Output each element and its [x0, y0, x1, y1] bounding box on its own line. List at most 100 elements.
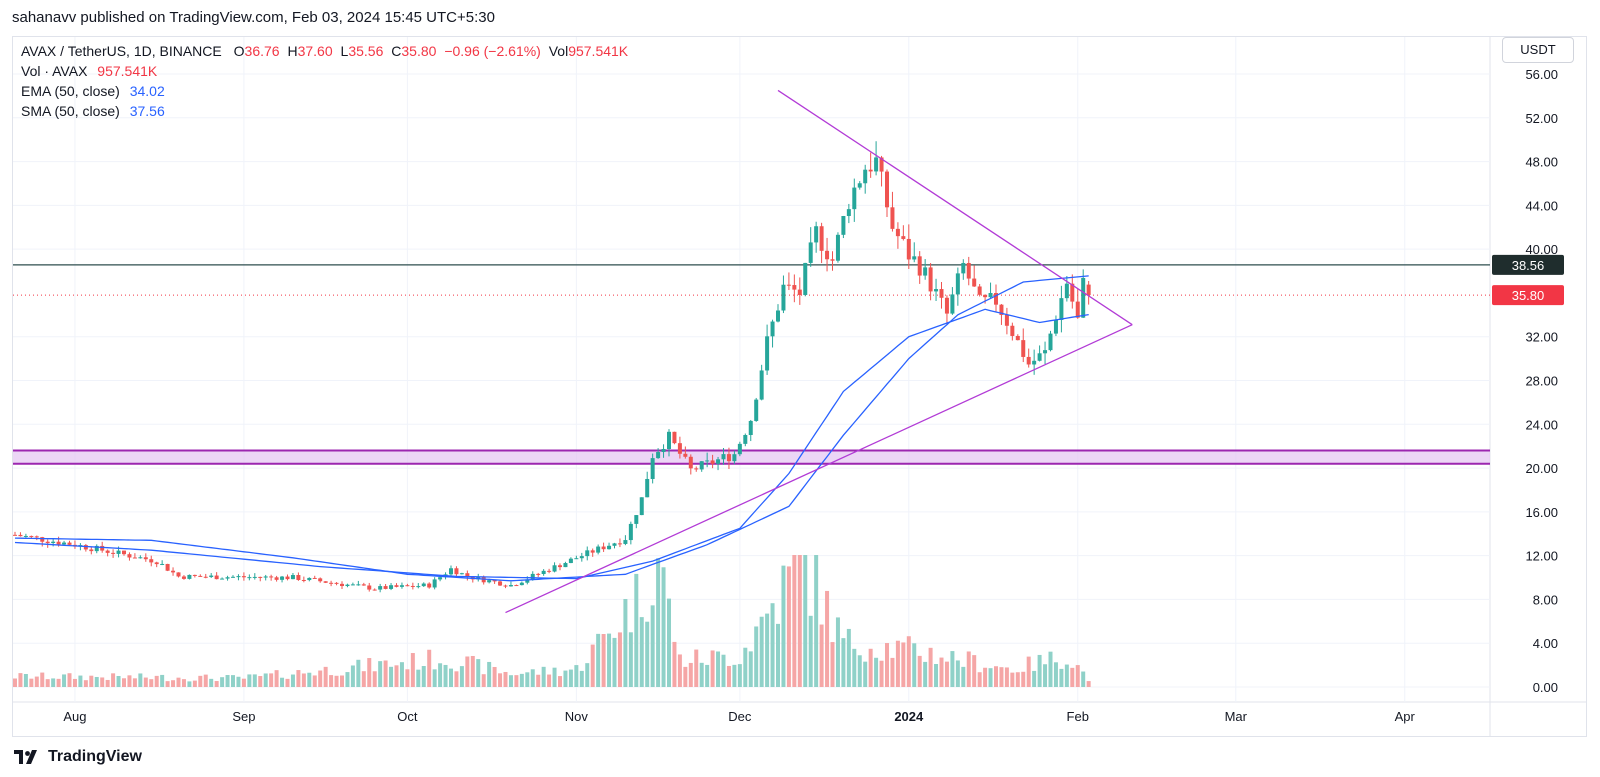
candle-body [340, 583, 344, 587]
volume-bar [45, 679, 50, 687]
candle-body [105, 550, 110, 553]
candle-body [846, 209, 851, 217]
legend-close-label: C [391, 43, 402, 59]
volume-bar [808, 615, 813, 687]
currency-selector[interactable]: USDT [1502, 37, 1574, 63]
ema-50-line [14, 308, 1089, 580]
candle-body [977, 286, 982, 295]
volume-bar [307, 672, 312, 687]
candle-body [122, 550, 126, 555]
tradingview-brand[interactable]: TradingView [14, 747, 142, 767]
volume-bar [132, 678, 137, 687]
volume-bar [1081, 671, 1086, 687]
candle-body [252, 576, 257, 578]
volume-bar [29, 678, 34, 687]
candle-body [563, 563, 568, 568]
candle-body [143, 557, 148, 560]
candle-body [132, 557, 137, 559]
volume-bar [394, 665, 399, 687]
candle-body [410, 585, 415, 587]
candle-body [721, 454, 726, 460]
candle-body [29, 535, 34, 537]
candle-body [874, 157, 879, 172]
volume-bar [939, 657, 944, 687]
volume-bar [470, 655, 475, 687]
volume-bar [274, 670, 279, 687]
candle-body [694, 468, 699, 470]
candle-body [1064, 283, 1069, 299]
volume-bar [51, 678, 56, 687]
volume-bar [601, 634, 606, 687]
volume-bar [111, 673, 116, 687]
candle-body [1059, 298, 1064, 320]
candle-body [623, 540, 628, 544]
volume-bar [280, 677, 285, 687]
candle-body [405, 585, 410, 587]
candle-body [367, 585, 372, 590]
volume-bar [519, 673, 524, 687]
candle-body [961, 262, 966, 274]
volume-bar [1010, 672, 1015, 687]
candle-body [23, 535, 28, 537]
volume-bar [181, 679, 186, 687]
volume-bar [868, 648, 873, 687]
price-tick-label: 44.00 [1525, 198, 1558, 213]
volume-bar [94, 676, 99, 687]
candle-body [449, 568, 453, 575]
volume-bar [323, 666, 328, 687]
candle-body [830, 259, 835, 261]
volume-bar [116, 675, 121, 687]
volume-bar [1064, 664, 1069, 687]
chart-legend: AVAX / TetherUS, 1D, BINANCE O36.76 H37.… [21, 41, 628, 121]
candle-body [923, 267, 928, 276]
legend-ema-row[interactable]: EMA (50, close) 34.02 [21, 81, 628, 101]
volume-bar [857, 655, 862, 687]
candle-body [770, 321, 775, 337]
candle-body [323, 581, 328, 583]
volume-bar [438, 663, 443, 687]
legend-open-label: O [233, 43, 245, 59]
volume-bar [122, 678, 126, 687]
volume-bar [78, 675, 83, 687]
candle-body [617, 543, 622, 545]
legend-volume-row[interactable]: Vol · AVAX 957.541K [21, 61, 628, 81]
candle-body [361, 584, 366, 586]
candle-body [427, 583, 432, 588]
volume-bar [247, 674, 252, 687]
volume-bar [743, 647, 748, 687]
legend-sma-row[interactable]: SMA (50, close) 37.56 [21, 101, 628, 121]
price-tick-label: 28.00 [1525, 374, 1558, 389]
legend-high-value: 37.60 [297, 43, 333, 59]
candle-body [356, 584, 361, 586]
volume-bar [290, 674, 295, 687]
volume-bar [1021, 671, 1026, 687]
candle-body [214, 575, 219, 580]
volume-bar [955, 660, 960, 687]
candle-body [939, 289, 944, 298]
volume-bar [634, 573, 639, 687]
chart-frame[interactable]: 56.00 52.00 48.00 44.00 40.00 32.00 28.00 24.00… [12, 36, 1587, 737]
tradingview-logo-icon [14, 750, 37, 764]
volume-bar [340, 675, 344, 687]
volume-bar [1015, 672, 1020, 687]
volume-bar [421, 665, 426, 687]
candle-body [863, 169, 868, 184]
time-tick-label: Oct [397, 709, 418, 724]
candle-body [890, 207, 895, 229]
price-tick-label: 40.00 [1525, 242, 1558, 257]
candle-body [1026, 356, 1031, 365]
candle-body [868, 169, 873, 172]
volume-bar [1026, 656, 1031, 687]
candle-body [634, 515, 639, 524]
volume-bar [661, 567, 666, 687]
triangle-lower-trendline[interactable] [505, 324, 1133, 614]
candle-body [62, 542, 67, 545]
candle-body [699, 461, 704, 470]
volume-bar [258, 676, 263, 687]
volume-bar [209, 678, 214, 687]
candle-body [318, 578, 323, 582]
volume-bar [972, 655, 977, 687]
triangle-upper-trendline[interactable] [777, 89, 1133, 326]
candle-body [765, 336, 770, 371]
price-chart[interactable]: 56.00 52.00 48.00 44.00 40.00 32.00 28.00 24.00… [13, 37, 1587, 737]
